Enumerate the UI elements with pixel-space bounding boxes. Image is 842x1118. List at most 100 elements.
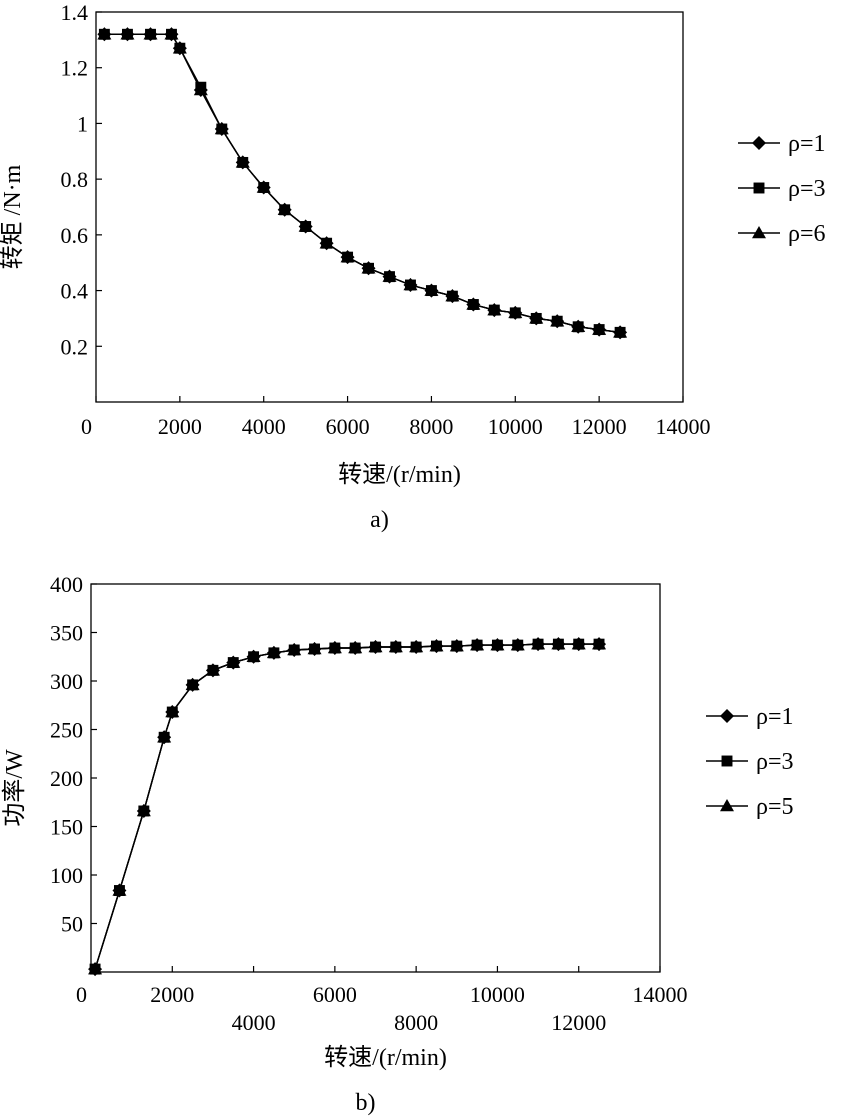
legend-marker (721, 755, 733, 767)
data-point-series-1 (327, 641, 342, 656)
data-point-series-1 (172, 41, 187, 56)
y-tick-label: 0.4 (61, 279, 89, 304)
x-tick-label: 4000 (242, 414, 286, 439)
x-tick-label: 10000 (470, 982, 525, 1007)
data-point-series-1 (382, 269, 397, 284)
legend-label: ρ=1 (756, 704, 794, 730)
data-point-series-1 (571, 637, 586, 652)
data-point-series-1 (246, 649, 261, 664)
legend-marker (753, 182, 765, 194)
y-tick-label: 100 (50, 863, 83, 888)
data-point-series-1 (193, 83, 208, 97)
x-tick-label: 12000 (551, 1010, 606, 1035)
series-line-1 (94, 643, 599, 970)
data-point-series-1 (348, 641, 363, 656)
data-point-series-1 (551, 637, 566, 652)
legend-marker (752, 136, 766, 150)
y-tick-label: 1 (77, 111, 88, 136)
data-point-series-1 (531, 637, 546, 652)
data-point-series-1 (409, 640, 424, 655)
data-point-series-1 (508, 305, 523, 320)
x-tick-label: 14000 (633, 982, 688, 1007)
y-tick-label: 50 (61, 912, 83, 937)
data-point-series-1 (165, 705, 180, 720)
data-point-series-1 (490, 638, 505, 653)
data-point-series-1 (388, 640, 403, 655)
x-tick-label: 6000 (326, 414, 370, 439)
data-point-series-1 (307, 641, 322, 656)
legend-label: ρ=1 (788, 131, 826, 157)
data-point-series-1 (88, 962, 103, 977)
series-line-3 (94, 643, 599, 970)
data-point-series-1 (143, 27, 158, 42)
data-point-series-1 (298, 219, 313, 234)
legend-label: ρ=5 (756, 794, 794, 820)
data-point-series-1 (157, 730, 172, 745)
data-point-series-1 (235, 155, 250, 170)
x-tick-label: 4000 (232, 1010, 276, 1035)
data-point-series-1 (429, 639, 444, 654)
x-tick-label: 0 (81, 414, 92, 439)
y-tick-label: 0.6 (61, 223, 89, 248)
data-point-series-1 (529, 311, 544, 326)
y-tick-label: 150 (50, 815, 83, 840)
panel-label: b) (356, 1090, 376, 1116)
data-point-series-1 (287, 642, 302, 657)
data-point-series-1 (361, 261, 376, 276)
series-line-1 (104, 33, 621, 334)
data-point-series-1 (226, 655, 241, 670)
data-point-series-1 (424, 283, 439, 298)
data-point-series-1 (470, 638, 485, 653)
x-tick-label: 6000 (313, 982, 357, 1007)
data-point-series-1 (164, 27, 179, 42)
x-tick-label: 2000 (150, 982, 194, 1007)
data-point-series-1 (466, 297, 481, 312)
data-point-series-1 (592, 637, 607, 652)
legend-marker (752, 226, 766, 239)
series-line-2 (94, 643, 599, 970)
x-tick-label: 0 (76, 982, 87, 1007)
data-point-series-1 (277, 202, 292, 217)
y-tick-label: 0.2 (61, 334, 89, 359)
data-point-series-1 (613, 325, 628, 340)
data-point-series-1 (256, 180, 271, 195)
x-tick-label: 2000 (158, 414, 202, 439)
data-point-series-1 (592, 322, 607, 337)
panel-label: a) (370, 507, 389, 533)
y-tick-label: 400 (50, 572, 83, 597)
data-point-series-1 (340, 250, 355, 265)
y-tick-label: 1.4 (61, 0, 89, 25)
data-point-series-1 (510, 638, 525, 653)
plot-frame (95, 11, 684, 403)
y-axis-label: 转矩 /N·m (0, 164, 26, 269)
data-point-series-1 (112, 883, 127, 898)
data-point-series-1 (487, 303, 502, 318)
x-tick-label: 12000 (572, 414, 627, 439)
y-axis-label: 功率/W (1, 749, 28, 827)
data-point-series-1 (550, 314, 565, 329)
data-point-series-1 (97, 27, 112, 42)
data-point-series-1 (403, 278, 418, 292)
data-point-series-1 (214, 122, 229, 136)
y-tick-label: 350 (50, 621, 83, 646)
y-tick-label: 0.8 (61, 167, 89, 192)
y-tick-label: 250 (50, 718, 83, 743)
data-point-series-1 (445, 289, 460, 304)
x-tick-label: 8000 (394, 1010, 438, 1035)
legend-label: ρ=3 (788, 176, 826, 202)
x-axis-label: 转速/(r/min) (324, 1044, 447, 1071)
data-point-series-1 (368, 640, 383, 655)
data-point-series-1 (120, 27, 135, 42)
y-tick-label: 300 (50, 669, 83, 694)
legend-label: ρ=6 (788, 221, 826, 247)
series-line-2 (104, 33, 621, 334)
torque-chart: 0.2 0.4 0.6 0.8 1 1.2 1.4 0 2000 4000 6000 8000 1000… (0, 0, 826, 533)
x-tick-label: 8000 (409, 414, 453, 439)
legend-marker (720, 799, 734, 812)
x-axis-label: 转速/(r/min) (338, 461, 461, 488)
y-tick-label: 200 (50, 766, 83, 791)
data-point-series-1 (185, 677, 200, 692)
data-point-series-1 (266, 645, 281, 660)
